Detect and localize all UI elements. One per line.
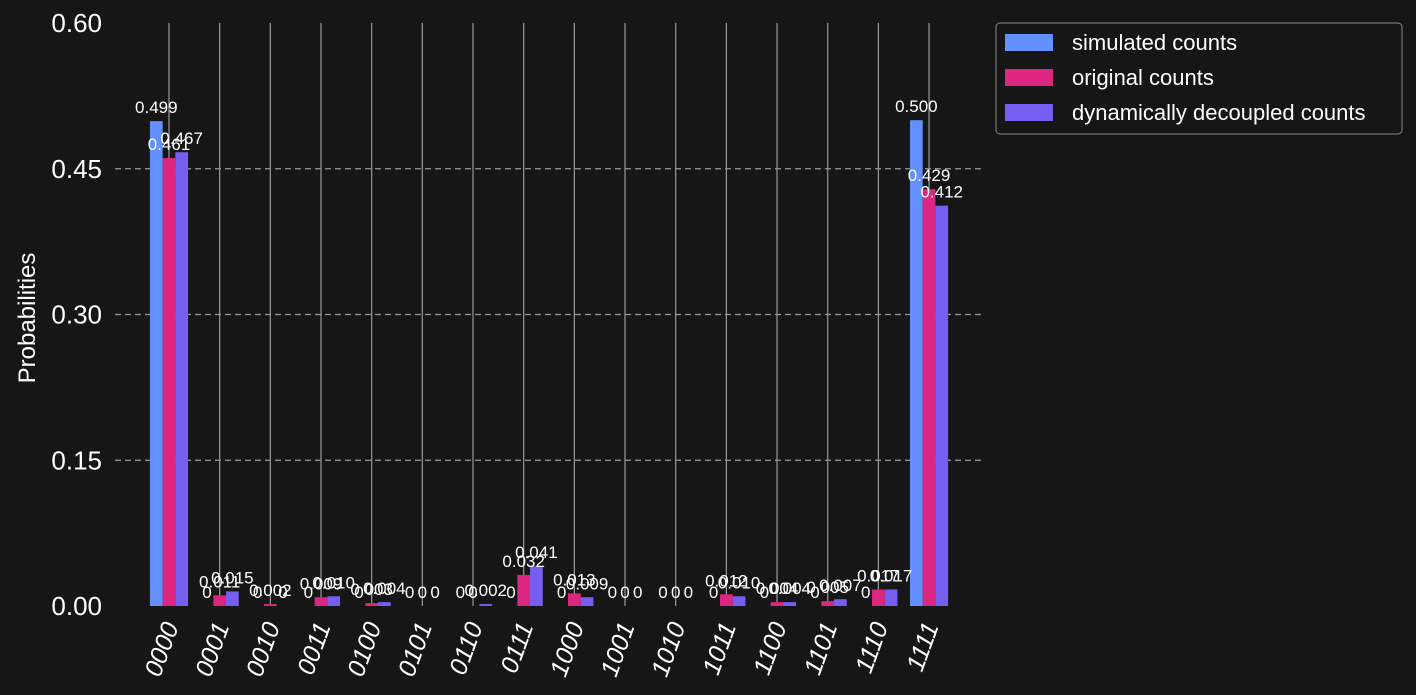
data-label: 0 xyxy=(709,583,718,602)
data-label: 0 xyxy=(620,583,629,602)
bar-0111-series-2 xyxy=(530,566,543,606)
data-label: 0 xyxy=(278,583,287,602)
y-tick-label: 0.00 xyxy=(51,591,102,621)
data-label: 0 xyxy=(456,583,465,602)
data-label: 0.002 xyxy=(464,581,507,600)
bar-0111-series-1 xyxy=(517,574,531,606)
data-label: 0.412 xyxy=(920,183,963,202)
data-label: 0.004 xyxy=(768,579,811,598)
data-label: 0 xyxy=(861,583,870,602)
data-label: 0.003 xyxy=(350,580,393,599)
data-label: 0 xyxy=(405,583,414,602)
data-label: 0.007 xyxy=(819,576,862,595)
data-label: 0.009 xyxy=(300,574,343,593)
data-label: 0.500 xyxy=(895,97,938,116)
y-tick-label: 0.15 xyxy=(51,445,102,475)
legend-label: dynamically decoupled counts xyxy=(1072,100,1366,125)
legend-label: original counts xyxy=(1072,65,1214,90)
data-label: 0.002 xyxy=(249,581,292,600)
data-label: 0.041 xyxy=(515,543,558,562)
y-tick-label: 0.30 xyxy=(51,300,102,330)
data-label: 0 xyxy=(557,583,566,602)
bar-1011-series-2 xyxy=(732,596,746,606)
bar-1111-series-1 xyxy=(922,189,936,606)
bar-0110-series-2 xyxy=(479,604,493,606)
data-label: 0 xyxy=(253,583,262,602)
bar-1110-series-2 xyxy=(884,589,898,606)
data-label: 0.461 xyxy=(148,135,191,154)
data-label: 0 xyxy=(658,583,667,602)
bar-1011-series-1 xyxy=(720,594,733,606)
grid-layer xyxy=(115,23,985,606)
bar-1000-series-2 xyxy=(580,597,594,606)
data-label: 0 xyxy=(760,583,769,602)
legend-swatch xyxy=(1005,104,1053,121)
legend: simulated counts original counts dynamical… xyxy=(995,22,1403,135)
y-tick-label: 0.45 xyxy=(51,154,102,184)
bar-0000-series-0 xyxy=(149,121,163,606)
bars-layer xyxy=(149,120,949,607)
bar-1111-series-2 xyxy=(935,205,949,606)
data-label: 0 xyxy=(430,583,439,602)
data-label: 0.004 xyxy=(756,579,799,598)
data-label: 0.499 xyxy=(135,98,178,117)
data-label: 0.010 xyxy=(312,573,355,592)
data-label: 0 xyxy=(304,583,313,602)
legend-label: simulated counts xyxy=(1072,30,1237,55)
legend-swatch xyxy=(1005,34,1053,51)
bar-1101-series-1 xyxy=(821,601,835,606)
bar-1110-series-1 xyxy=(872,589,885,606)
bar-0001-series-1 xyxy=(213,595,227,606)
data-label: 0 xyxy=(608,583,617,602)
bar-1111-series-0 xyxy=(910,120,923,607)
data-label: 0.010 xyxy=(718,573,761,592)
data-label: 0 xyxy=(354,583,363,602)
data-label: 0 xyxy=(506,583,515,602)
data-label: 0 xyxy=(684,583,693,602)
data-label: 0.017 xyxy=(870,566,913,585)
y-tick-label: 0.60 xyxy=(51,8,102,38)
data-label: 0 xyxy=(418,583,427,602)
bar-0011-series-2 xyxy=(327,596,341,606)
bar-0000-series-2 xyxy=(175,152,189,606)
bar-1101-series-2 xyxy=(834,599,847,606)
data-label: 0 xyxy=(810,583,819,602)
data-label: 0 xyxy=(202,583,211,602)
data-label: 0.017 xyxy=(857,566,900,585)
legend-box xyxy=(995,22,1403,135)
bar-0100-series-2 xyxy=(378,602,391,606)
bar-0001-series-2 xyxy=(226,591,239,606)
data-label: 0 xyxy=(468,583,477,602)
bar-1100-series-2 xyxy=(783,602,797,606)
bar-1000-series-1 xyxy=(568,593,581,606)
data-label: 0 xyxy=(633,583,642,602)
bar-0100-series-1 xyxy=(365,603,379,606)
data-label: 0.005 xyxy=(806,578,849,597)
bar-1100-series-1 xyxy=(770,602,784,606)
data-label: 0.011 xyxy=(199,572,240,591)
data-label: 0 xyxy=(671,583,680,602)
bar-0000-series-1 xyxy=(162,158,176,607)
legend-swatch xyxy=(1005,69,1053,86)
data-label: 0.013 xyxy=(553,570,596,589)
data-label: 0.467 xyxy=(160,129,203,148)
bar-0011-series-1 xyxy=(314,597,328,606)
data-label: 0.004 xyxy=(363,579,406,598)
data-label: 0.009 xyxy=(566,574,609,593)
y-axis-title: Probabilities xyxy=(14,253,41,384)
data-label: 0.015 xyxy=(211,568,254,587)
bar-0010-series-1 xyxy=(263,604,277,606)
data-label: 0.012 xyxy=(705,571,748,590)
data-label: 0.429 xyxy=(908,166,951,185)
data-label: 0.032 xyxy=(502,552,545,571)
